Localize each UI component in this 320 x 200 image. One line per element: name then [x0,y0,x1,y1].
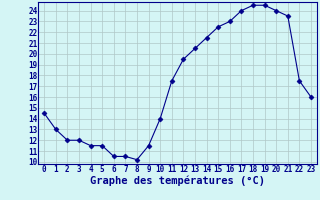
X-axis label: Graphe des températures (°C): Graphe des températures (°C) [90,175,265,186]
